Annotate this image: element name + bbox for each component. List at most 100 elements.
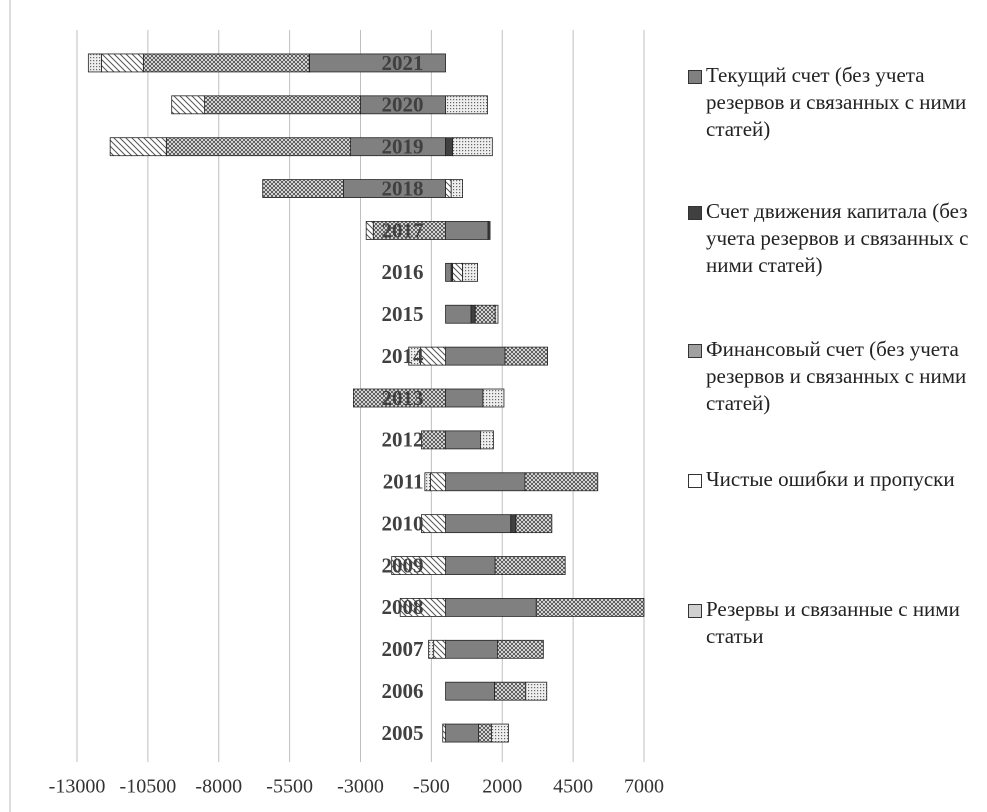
bar-segment (430, 472, 446, 492)
bar-segment (408, 346, 422, 366)
bar-segment (452, 137, 493, 157)
legend-swatch (688, 344, 702, 358)
bar-segment (445, 95, 488, 115)
category-label: 2009 (382, 553, 424, 577)
bar-segment (504, 346, 549, 366)
bar-segment (478, 723, 492, 743)
bar-segment (445, 221, 489, 240)
bar-segment (87, 53, 102, 73)
x-tick-label: -3000 (337, 776, 384, 798)
bar-segment (445, 262, 452, 282)
bar-segment (497, 639, 544, 659)
bar-segment (353, 388, 446, 408)
bar-segment (470, 304, 476, 324)
bar-segment (421, 514, 446, 534)
bar-segment (171, 95, 205, 115)
bar-segment (452, 262, 463, 282)
bar-segment (494, 681, 527, 701)
category-label: 2012 (382, 428, 424, 452)
bar-segment (109, 137, 167, 157)
bar-segment (482, 388, 505, 408)
legend-item: Текущий счет (без учета резервов и связа… (688, 62, 983, 143)
category-label: 2021 (382, 51, 424, 75)
bar-segment (491, 723, 509, 743)
bar-segment (445, 514, 512, 534)
bar-segment (494, 556, 566, 575)
bar-segment (445, 472, 526, 492)
x-tick-label: -8000 (195, 776, 242, 798)
category-label: 2010 (382, 511, 424, 535)
bar-segment (445, 598, 537, 617)
x-tick-label: -5500 (266, 776, 313, 798)
bar-segment (262, 179, 344, 198)
bar-segment (494, 304, 499, 324)
x-tick-label: -500 (413, 776, 450, 798)
bar-segment (445, 556, 496, 575)
category-label: 2014 (382, 344, 425, 368)
legend-swatch (688, 206, 702, 220)
legend-label: Резервы и связанные с ними статьи (706, 597, 960, 648)
bar-segment (399, 598, 446, 617)
x-tick-label: 7000 (624, 776, 664, 798)
category-label: 2020 (382, 93, 424, 117)
bar-segment (433, 639, 446, 659)
bar-segment (445, 179, 452, 198)
bar-segment (445, 430, 481, 450)
bar-segment (420, 346, 446, 366)
bar-segment (445, 388, 484, 408)
category-label: 2018 (382, 176, 424, 200)
legend-item: Счет движения капитала (без учета резерв… (688, 198, 983, 279)
bar-segment (142, 53, 310, 73)
bar-segment (480, 430, 494, 450)
category-label: 2005 (382, 721, 424, 745)
bar-segment (535, 598, 645, 617)
bar-segment (445, 137, 454, 157)
legend-item: Резервы и связанные с ними статьи (688, 596, 983, 650)
bar-segment (165, 137, 351, 157)
legend-swatch (688, 474, 702, 488)
legend-label: Текущий счет (без учета резервов и связа… (706, 63, 967, 141)
category-label: 2006 (382, 679, 424, 703)
bar-segment (445, 639, 498, 659)
bar-segment (474, 304, 496, 324)
bar-segment (450, 179, 463, 198)
legend-label: Финансовый счет (без учета резервов и св… (706, 337, 967, 415)
bar-segment (445, 304, 472, 324)
bar-segment (524, 472, 599, 492)
category-label: 2016 (382, 260, 424, 284)
category-label: 2013 (382, 386, 424, 410)
bar-segment (445, 723, 479, 743)
bar-segment (445, 681, 495, 701)
bar-segment (391, 556, 446, 575)
legend-item: Чистые ошибки и пропуски (688, 466, 983, 493)
category-label: 2017 (382, 218, 424, 242)
legend-label: Счет движения капитала (без учета резерв… (706, 199, 969, 277)
bar-segment (424, 472, 431, 492)
legend-swatch (688, 604, 702, 618)
bar-segment (510, 514, 517, 534)
legend-item: Финансовый счет (без учета резервов и св… (688, 336, 983, 417)
bar-segment (100, 53, 144, 73)
bar-segment (462, 262, 478, 282)
bar-segment (365, 221, 374, 240)
bar-segment (487, 221, 491, 240)
category-label: 2019 (382, 135, 424, 159)
category-label: 2015 (382, 302, 424, 326)
bar-segment (428, 639, 435, 659)
x-tick-label: 2000 (482, 776, 522, 798)
x-tick-label: -13000 (49, 776, 106, 798)
bar-segment (421, 430, 446, 450)
bar-segment (204, 95, 361, 115)
category-label: 2008 (382, 595, 424, 619)
bar-segment (445, 346, 506, 366)
x-tick-label: -10500 (120, 776, 177, 798)
legend-label: Чистые ошибки и пропуски (706, 467, 955, 491)
bar-segment (309, 53, 446, 73)
x-tick-label: 4500 (553, 776, 593, 798)
bar-segment (515, 514, 553, 534)
bar-segment (525, 681, 548, 701)
category-label: 2011 (383, 470, 424, 494)
category-label: 2007 (382, 637, 424, 661)
